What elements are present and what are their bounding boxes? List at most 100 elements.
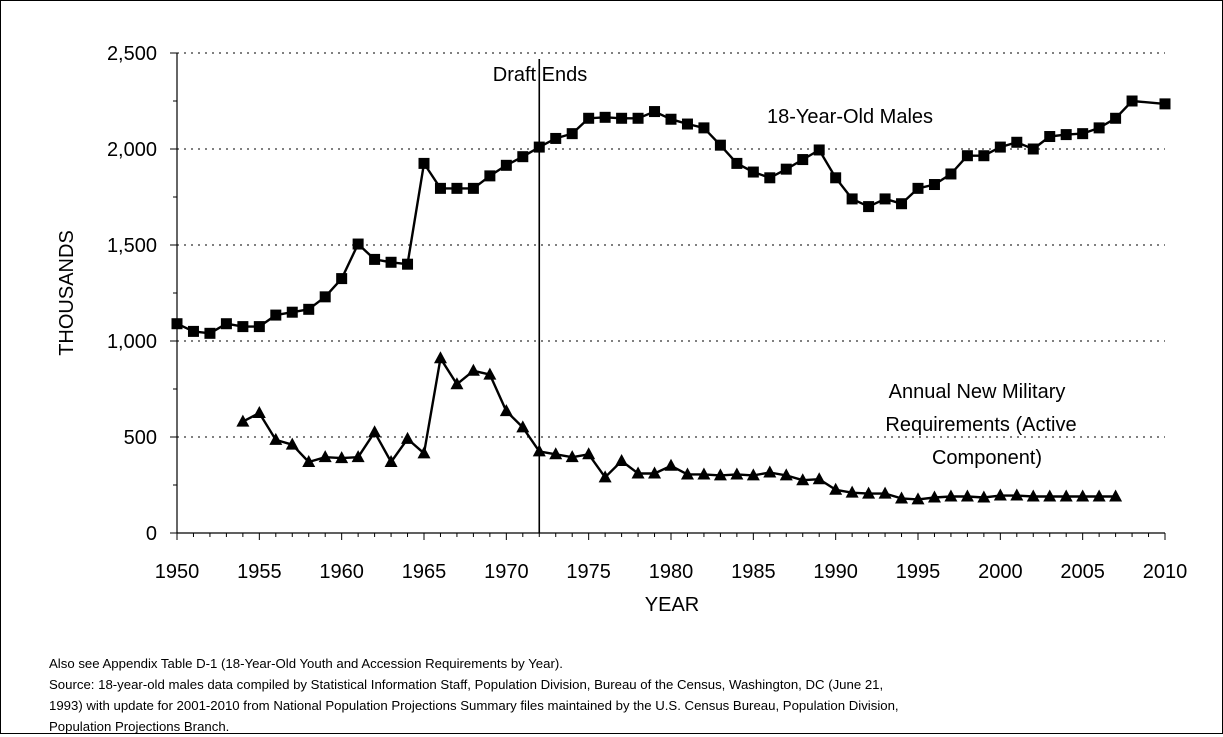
square-point <box>319 291 331 303</box>
square-point <box>533 141 545 153</box>
y-tick-label: 2,500 <box>107 43 157 65</box>
military-series-label-line1: Annual New Military <box>889 381 1066 403</box>
y-axis-title: THOUSANDS <box>56 230 78 356</box>
triangle-point <box>993 488 1007 501</box>
square-point <box>945 168 957 180</box>
square-point <box>1011 136 1023 148</box>
triangle-point <box>911 492 925 505</box>
square-point <box>566 128 578 140</box>
square-point <box>1126 95 1138 107</box>
line-chart: 0 500 1,000 1,500 2,000 2,500 1950 1955 1960 1965… <box>56 43 1187 616</box>
triangle-point <box>516 420 530 433</box>
square-point <box>500 159 512 171</box>
square-point <box>978 150 990 162</box>
square-point <box>187 325 199 337</box>
triangle-point <box>285 437 299 450</box>
note-source-3: Population Projections Branch. <box>49 719 230 734</box>
triangle-point <box>466 363 480 376</box>
triangle-point <box>302 454 316 467</box>
square-point <box>649 106 661 118</box>
triangle-point <box>631 466 645 479</box>
triangle-point <box>977 490 991 503</box>
square-point <box>204 327 216 339</box>
y-tick-label: 1,500 <box>107 235 157 257</box>
triangle-point <box>565 450 579 463</box>
x-tick-label: 2000 <box>978 561 1023 583</box>
series-military <box>236 351 1123 505</box>
triangle-point <box>598 470 612 483</box>
square-point <box>418 157 430 169</box>
square-point <box>961 150 973 162</box>
square-point <box>1159 98 1171 110</box>
triangle-point <box>895 491 909 504</box>
triangle-point <box>1010 488 1024 501</box>
square-point <box>1044 131 1056 143</box>
gridlines <box>177 52 1165 438</box>
note-appendix: Also see Appendix Table D-1 (18-Year-Old… <box>49 656 563 671</box>
triangle-point <box>960 489 974 502</box>
square-point <box>1110 112 1122 124</box>
x-tick-label: 1995 <box>896 561 941 583</box>
square-point <box>369 253 381 265</box>
triangle-point <box>1026 489 1040 502</box>
square-point <box>681 118 693 130</box>
military-series-label-line2: Requirements (Active <box>885 414 1076 436</box>
square-point <box>583 112 595 124</box>
square-point <box>270 309 282 321</box>
note-source-2: 1993) with update for 2001-2010 from Nat… <box>49 698 899 713</box>
draft-ends-label: Draft Ends <box>493 64 587 86</box>
triangle-point <box>1092 489 1106 502</box>
x-tick-label: 1970 <box>484 561 529 583</box>
tick-labels: 0 500 1,000 1,500 2,000 2,500 1950 1955 1960 1965… <box>107 43 1187 583</box>
triangle-point <box>384 454 398 467</box>
square-point <box>714 139 726 151</box>
square-point <box>467 182 479 194</box>
square-point <box>797 154 809 166</box>
triangle-point <box>1109 489 1123 502</box>
triangle-point <box>730 467 744 480</box>
x-tick-label: 1955 <box>237 561 282 583</box>
triangle-point <box>648 466 662 479</box>
square-point <box>171 318 183 330</box>
square-point <box>550 132 562 144</box>
figure-notes: Also see Appendix Table D-1 (18-Year-Old… <box>49 653 1199 737</box>
triangle-point <box>368 425 382 438</box>
x-tick-label: 2005 <box>1060 561 1105 583</box>
square-point <box>863 201 875 213</box>
triangle-point <box>351 450 365 463</box>
y-tick-label: 1,000 <box>107 331 157 353</box>
square-point <box>517 151 529 163</box>
triangle-point <box>878 486 892 499</box>
square-point <box>698 122 710 134</box>
square-point <box>253 321 265 333</box>
triangle-point <box>499 404 513 417</box>
y-tick-label: 0 <box>146 523 157 545</box>
triangle-point <box>615 454 629 466</box>
triangle-point <box>862 486 876 499</box>
triangle-point <box>532 444 546 457</box>
triangle-point <box>582 447 596 460</box>
x-tick-label: 1965 <box>402 561 447 583</box>
triangle-point <box>713 468 727 481</box>
square-point <box>451 182 463 194</box>
x-tick-label: 1985 <box>731 561 776 583</box>
square-point <box>928 179 940 191</box>
square-point <box>1027 143 1039 155</box>
square-point <box>402 258 414 270</box>
triangle-point <box>1076 489 1090 502</box>
triangle-point <box>680 467 694 480</box>
triangle-point <box>236 414 250 427</box>
x-tick-label: 2010 <box>1143 561 1188 583</box>
x-tick-label: 1980 <box>649 561 694 583</box>
triangle-point <box>927 490 941 503</box>
triangle-point <box>829 482 843 495</box>
x-tick-label: 1960 <box>319 561 364 583</box>
triangle-point <box>1043 489 1057 502</box>
square-point <box>780 163 792 175</box>
triangle-point <box>697 467 711 480</box>
square-point <box>352 238 364 250</box>
square-point <box>1077 128 1089 140</box>
triangle-point <box>335 451 349 464</box>
triangle-point <box>763 465 777 478</box>
